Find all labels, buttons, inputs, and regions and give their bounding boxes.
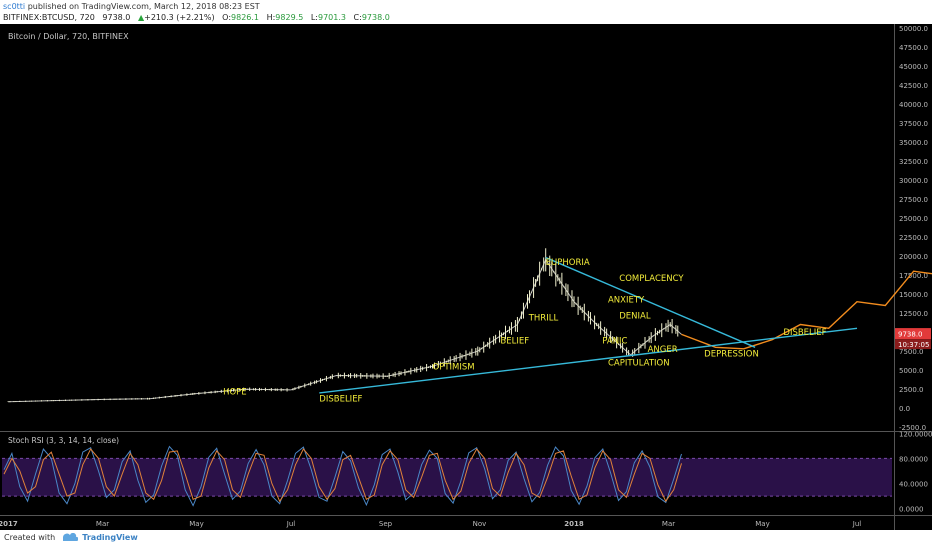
symbol-label: BITFINEX:BTCUSD, 720	[3, 13, 95, 22]
x-tick-label: Jul	[852, 520, 862, 528]
open-value: 9826.1	[231, 13, 260, 22]
y-tick-label: 7500.0	[899, 348, 924, 356]
osc-tick-label: 120.0000	[899, 430, 932, 438]
high-label: H:	[266, 13, 276, 22]
publish-info: sc0tti published on TradingView.com, Mar…	[3, 2, 260, 11]
low-value: 9701.3	[318, 13, 346, 22]
y-tick-label: 42500.0	[899, 82, 928, 90]
countdown-label: 10:37:05	[898, 341, 929, 349]
main-pane	[0, 24, 894, 431]
wave-label: COMPLACENCY	[619, 274, 684, 284]
y-tick-label: 27500.0	[899, 196, 928, 204]
close-value: 9738.0	[361, 13, 390, 22]
osc-tick-label: 80.0000	[899, 455, 928, 463]
x-tick-label: May	[755, 520, 769, 528]
stoch-band	[2, 458, 892, 497]
wave-label: DISBELIEF	[319, 394, 362, 404]
price-tag	[895, 328, 931, 340]
wave-label: DENIAL	[619, 311, 651, 321]
y-tick-label: 35000.0	[899, 139, 928, 147]
y-tick-label: 30000.0	[899, 177, 928, 185]
wave-label: HOPE	[223, 387, 247, 397]
x-tick-label: Mar	[662, 520, 675, 528]
up-arrow-icon: ▲	[137, 13, 145, 22]
high-value: 9829.5	[275, 13, 304, 22]
y-tick-label: 37500.0	[899, 120, 928, 128]
wave-label: ANXIETY	[608, 295, 645, 305]
wave-label: PANIC	[602, 337, 627, 347]
wave-label: ANGER	[648, 345, 678, 355]
y-tick-label: 22500.0	[899, 234, 928, 242]
y-tick-label: 20000.0	[899, 253, 928, 261]
x-tick-label: Nov	[473, 520, 487, 528]
y-tick-label: 2500.0	[899, 386, 924, 394]
osc-tick-label: 0.0000	[899, 506, 924, 514]
trendline	[319, 327, 858, 394]
created-with-text: Created with	[4, 533, 56, 542]
wave-label: EUPHORIA	[546, 258, 590, 268]
x-tick-label: Jul	[286, 520, 296, 528]
trendline	[545, 256, 756, 348]
wave-label: DISBELIEF	[783, 328, 826, 338]
time-axis-pane	[0, 515, 894, 530]
x-tick-label: Sep	[379, 520, 393, 528]
author-link[interactable]: sc0tti	[3, 2, 26, 11]
y-tick-label: 40000.0	[899, 101, 928, 109]
projection-line	[681, 270, 932, 350]
stoch-d-line	[3, 448, 682, 503]
wave-label: BELIEF	[500, 337, 529, 347]
open-label: O:	[222, 13, 232, 22]
wave-label: THRILL	[528, 314, 559, 324]
price-tag-label: 9738.0	[898, 331, 923, 339]
wave-label: CAPITULATION	[608, 359, 670, 369]
osc-tick-label: 40.0000	[899, 481, 928, 489]
wave-label: DEPRESSION	[704, 349, 759, 359]
oscillator-title: Stoch RSI (3, 3, 14, 14, close)	[8, 436, 119, 445]
symbol-info: BITFINEX:BTCUSD, 720 9738.0 ▲+210.3 (+2.…	[3, 13, 390, 22]
tradingview-brand[interactable]: TradingView	[82, 533, 138, 542]
y-tick-label: 50000.0	[899, 25, 928, 33]
x-tick-label: May	[189, 520, 203, 528]
y-tick-label: 0.0	[899, 405, 910, 413]
low-label: L:	[310, 13, 318, 22]
wave-label: OPTIMISM	[433, 362, 475, 372]
y-tick-label: 45000.0	[899, 63, 928, 71]
y-tick-label: 17500.0	[899, 272, 928, 280]
y-tick-label: 32500.0	[899, 158, 928, 166]
price-axis-pane	[894, 24, 932, 530]
y-tick-label: 12500.0	[899, 310, 928, 318]
publish-text: published on TradingView.com, March 12, …	[27, 2, 260, 11]
y-tick-label: 15000.0	[899, 291, 928, 299]
countdown-tag	[895, 339, 931, 350]
y-tick-label: 5000.0	[899, 367, 924, 375]
close-label: C:	[353, 13, 362, 22]
tradingview-logo-icon	[62, 533, 78, 541]
y-tick-label: 25000.0	[899, 215, 928, 223]
y-tick-label: 47500.0	[899, 44, 928, 52]
stoch-k-line	[3, 445, 682, 507]
last-price: 9738.0	[102, 13, 131, 22]
footer: Created with TradingView	[4, 533, 138, 542]
x-tick-label: 2017	[0, 520, 18, 528]
x-tick-label: Mar	[96, 520, 109, 528]
price-change: +210.3 (+2.21%)	[144, 13, 215, 22]
x-tick-label: 2018	[564, 520, 584, 528]
main-title: Bitcoin / Dollar, 720, BITFINEX	[8, 32, 129, 41]
y-tick-label: -2500.0	[899, 424, 926, 432]
